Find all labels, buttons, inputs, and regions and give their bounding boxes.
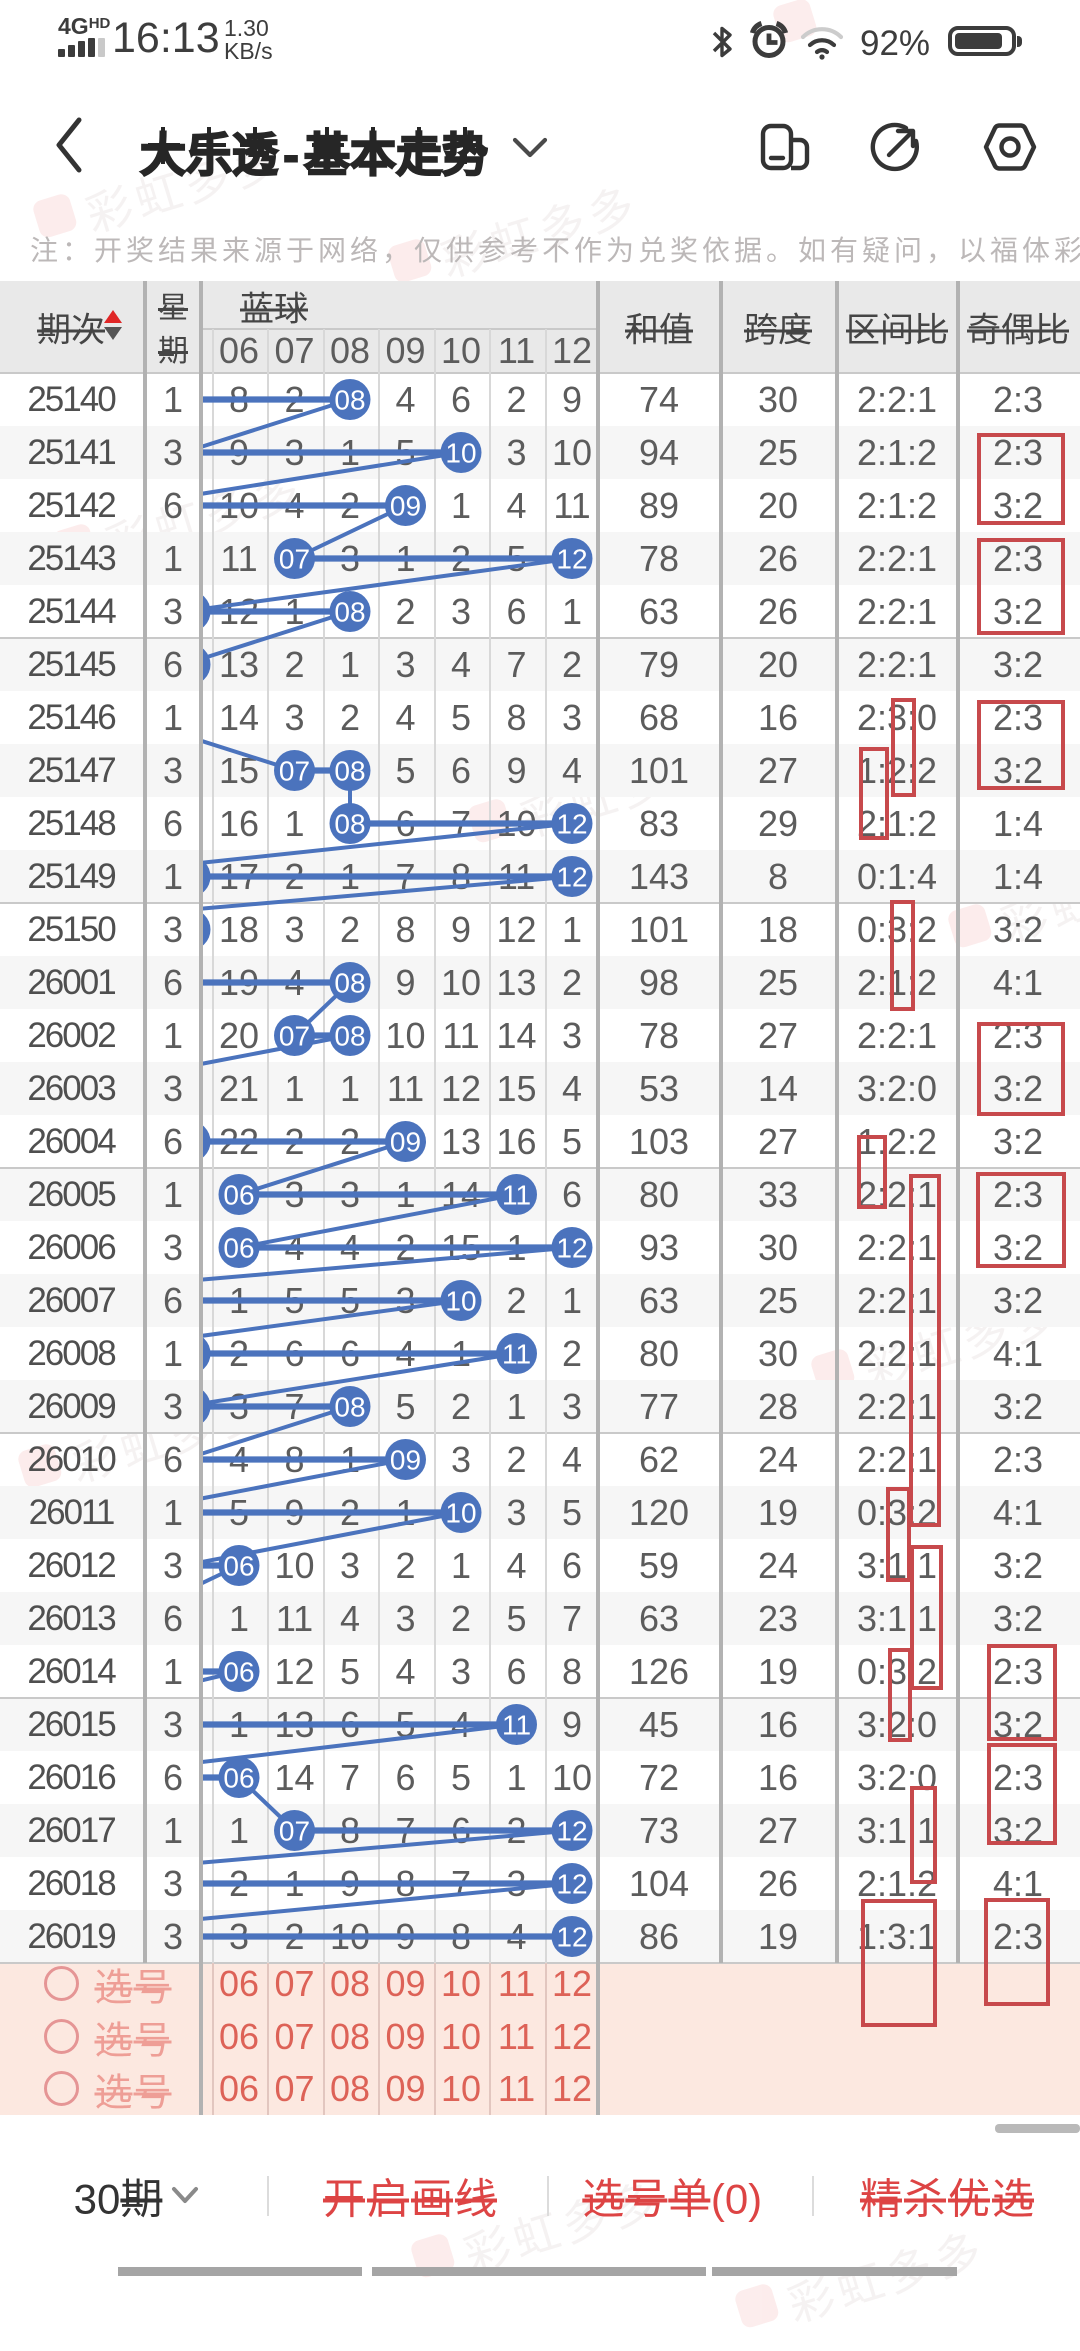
svg-text:10: 10 <box>445 438 476 469</box>
svg-text:08: 08 <box>334 756 365 787</box>
svg-text:09: 09 <box>390 1445 421 1476</box>
svg-text:06: 06 <box>223 1763 254 1794</box>
svg-text:07: 07 <box>279 1021 310 1052</box>
svg-text:10: 10 <box>445 1286 476 1317</box>
svg-text:08: 08 <box>334 1021 365 1052</box>
svg-text:11: 11 <box>502 1339 531 1370</box>
svg-text:08: 08 <box>334 597 365 628</box>
svg-text:08: 08 <box>334 968 365 999</box>
svg-text:12: 12 <box>556 1869 587 1900</box>
svg-text:07: 07 <box>279 1816 310 1847</box>
svg-text:12: 12 <box>556 862 587 893</box>
svg-text:08: 08 <box>334 1392 365 1423</box>
svg-text:09: 09 <box>390 491 421 522</box>
svg-text:09: 09 <box>390 1127 421 1158</box>
svg-text:06: 06 <box>223 1551 254 1582</box>
svg-text:07: 07 <box>279 756 310 787</box>
svg-text:06: 06 <box>223 1180 254 1211</box>
svg-text:12: 12 <box>556 1233 587 1264</box>
svg-text:11: 11 <box>502 1710 531 1741</box>
svg-text:10: 10 <box>445 1498 476 1529</box>
svg-text:12: 12 <box>556 544 587 575</box>
svg-text:06: 06 <box>223 1657 254 1688</box>
svg-text:12: 12 <box>556 809 587 840</box>
svg-text:06: 06 <box>223 1233 254 1264</box>
svg-text:07: 07 <box>279 544 310 575</box>
svg-text:11: 11 <box>502 1180 531 1211</box>
svg-text:08: 08 <box>334 809 365 840</box>
svg-text:08: 08 <box>334 385 365 416</box>
svg-text:12: 12 <box>556 1816 587 1847</box>
svg-text:12: 12 <box>556 1922 587 1953</box>
